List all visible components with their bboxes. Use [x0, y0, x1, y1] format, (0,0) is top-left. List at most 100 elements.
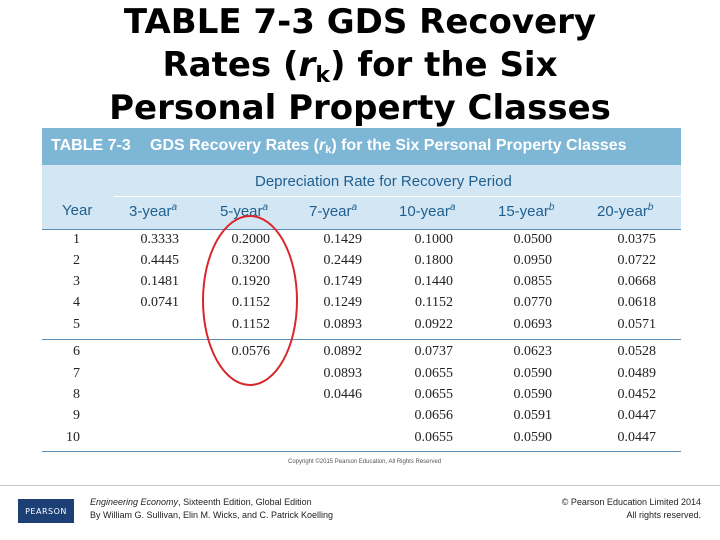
rate-cell: 0.0950 — [513, 253, 553, 268]
rate-cell: 0.2449 — [323, 253, 363, 268]
highlight-oval-5-year — [202, 215, 298, 386]
group-header: Depreciation Rate for Recovery Period — [255, 173, 512, 190]
slide-title: TABLE 7-3 GDS Recovery Rates (rk) for th… — [0, 1, 720, 130]
header-rule — [42, 229, 681, 230]
rate-cell: 0.1152 — [415, 295, 453, 310]
rate-cell: 0.0446 — [323, 387, 363, 402]
column-footnote-mark: b — [647, 202, 654, 213]
section-rule — [42, 339, 681, 340]
column-footnote-mark: a — [171, 202, 178, 213]
rate-cell: 0.0528 — [617, 344, 657, 359]
rate-cell: 0.0590 — [513, 387, 553, 402]
pearson-logo: PEARSON — [18, 499, 74, 523]
rate-cell: 0.0447 — [617, 408, 657, 423]
column-header: 3-yeara — [129, 202, 177, 220]
rate-cell: 0.0489 — [617, 366, 657, 381]
rate-cell: 0.4445 — [140, 253, 180, 268]
rate-cell: 0.0655 — [414, 430, 454, 445]
rate-cell: 0.0623 — [513, 344, 553, 359]
rate-cell: 0.0500 — [513, 232, 553, 247]
column-header: 20-yearb — [597, 202, 653, 220]
book-title-line: Engineering Economy, Sixteenth Edition, … — [90, 496, 333, 509]
year-cell: 10 — [66, 430, 80, 445]
rate-cell: 0.0656 — [414, 408, 454, 423]
rate-cell: 0.1000 — [414, 232, 454, 247]
column-header-label: 3-year — [129, 203, 172, 220]
bottom-rule — [42, 451, 681, 452]
rate-cell: 0.1800 — [414, 253, 454, 268]
rate-cell: 0.0590 — [513, 430, 553, 445]
column-header-band — [42, 165, 681, 229]
rate-cell: 0.0618 — [617, 295, 657, 310]
table-caption-subscript: k — [325, 144, 332, 156]
table-caption-symbol: r — [318, 137, 326, 154]
rate-cell: 0.0722 — [617, 253, 657, 268]
rate-cell: 0.1429 — [323, 232, 363, 247]
footer-divider — [0, 485, 720, 486]
column-header: Year — [62, 202, 92, 219]
publisher-notice: © Pearson Education Limited 2014 All rig… — [562, 496, 701, 522]
year-cell: 2 — [73, 253, 80, 268]
book-title: Engineering Economy — [90, 497, 179, 507]
column-header: 15-yearb — [498, 202, 554, 220]
table-caption-text: ) for the Six Personal Property Classes — [331, 137, 627, 154]
column-header-label: 15-year — [498, 203, 549, 220]
group-header-divider — [114, 196, 681, 197]
rate-cell: 0.0893 — [323, 366, 363, 381]
rate-cell: 0.0770 — [513, 295, 553, 310]
rate-cell: 0.0668 — [617, 274, 657, 289]
table-caption-bar: TABLE 7-3 GDS Recovery Rates (rk) for th… — [42, 128, 681, 165]
rate-cell: 0.3333 — [140, 232, 180, 247]
rate-cell: 0.0590 — [513, 366, 553, 381]
column-footnote-mark: a — [262, 202, 269, 213]
column-header: 7-yeara — [309, 202, 357, 220]
book-citation: Engineering Economy, Sixteenth Edition, … — [90, 496, 333, 522]
year-cell: 3 — [73, 274, 80, 289]
recovery-rate-table: TABLE 7-3 GDS Recovery Rates (rk) for th… — [42, 128, 681, 471]
slide-title-symbol: r — [298, 45, 316, 85]
column-footnote-mark: a — [449, 202, 456, 213]
slide-title-line-3: Personal Property Classes — [109, 88, 611, 128]
slide-title-line-2: Rates (rk) for the Six — [0, 44, 720, 87]
column-footnote-mark: b — [548, 202, 555, 213]
rate-cell: 0.0741 — [140, 295, 180, 310]
rate-cell: 0.0892 — [323, 344, 363, 359]
year-cell: 6 — [73, 344, 80, 359]
rate-cell: 0.0893 — [323, 317, 363, 332]
table-caption-text: GDS Recovery Rates ( — [150, 137, 319, 154]
rate-cell: 0.1481 — [140, 274, 180, 289]
rate-cell: 0.1249 — [323, 295, 363, 310]
rights-line: All rights reserved. — [626, 510, 701, 520]
rate-cell: 0.0855 — [513, 274, 553, 289]
column-header-label: 20-year — [597, 203, 648, 220]
table-copyright: Copyright ©2015 Pearson Education, All R… — [288, 459, 442, 465]
column-header: 10-yeara — [399, 202, 455, 220]
rate-cell: 0.0571 — [617, 317, 657, 332]
slide-title-text: Rates ( — [162, 45, 299, 85]
book-edition: , Sixteenth Edition, Global Edition — [178, 497, 312, 507]
column-footnote-mark: a — [351, 202, 358, 213]
column-header-label: 7-year — [309, 203, 352, 220]
year-cell: 4 — [73, 295, 80, 310]
year-cell: 7 — [73, 366, 80, 381]
rate-cell: 0.0655 — [414, 366, 454, 381]
column-header-label: 10-year — [399, 203, 450, 220]
column-header-label: Year — [62, 202, 93, 219]
year-cell: 9 — [73, 408, 80, 423]
year-cell: 8 — [73, 387, 80, 402]
rate-cell: 0.0452 — [617, 387, 657, 402]
rate-cell: 0.0591 — [513, 408, 553, 423]
slide-title-line-1: TABLE 7-3 GDS Recovery — [123, 2, 597, 42]
year-cell: 5 — [73, 317, 80, 332]
rate-cell: 0.0922 — [414, 317, 454, 332]
rate-cell: 0.0655 — [414, 387, 454, 402]
rate-cell: 0.1749 — [323, 274, 363, 289]
publisher-line: © Pearson Education Limited 2014 — [561, 497, 701, 507]
table-caption: GDS Recovery Rates (rk) for the Six Pers… — [150, 137, 627, 156]
year-cell: 1 — [73, 232, 80, 247]
slide-title-subscript: k — [315, 63, 330, 88]
slide-title-text: ) for the Six — [329, 45, 558, 85]
book-authors: By William G. Sullivan, Elin M. Wicks, a… — [90, 510, 334, 520]
rate-cell: 0.0447 — [617, 430, 657, 445]
rate-cell: 0.0375 — [617, 232, 657, 247]
